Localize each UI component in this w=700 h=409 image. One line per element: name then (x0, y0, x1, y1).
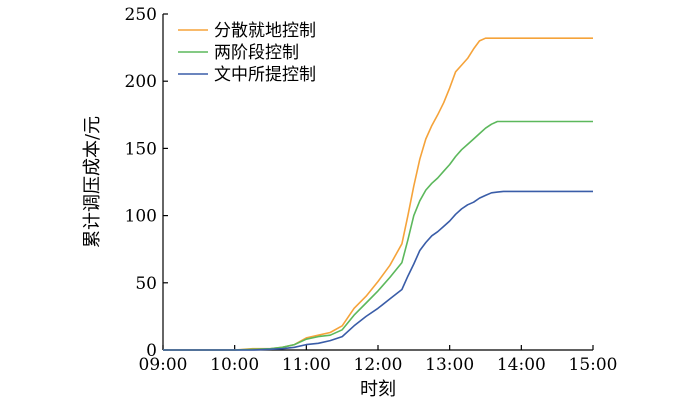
x-tick-label: 10:00 (210, 355, 259, 375)
x-axis-title: 时刻 (360, 379, 396, 400)
y-tick-label: 250 (125, 5, 157, 25)
y-tick-label: 150 (125, 139, 157, 159)
legend-label-3: 文中所提控制 (214, 65, 316, 85)
series-lines (163, 37, 593, 351)
x-tick-label: 14:00 (497, 355, 546, 375)
series-line-3 (163, 190, 593, 351)
y-tick-label: 100 (125, 207, 157, 227)
y-tick-label: 50 (135, 274, 157, 294)
x-tick-label: 11:00 (282, 355, 331, 375)
y-tick-label: 200 (125, 72, 157, 92)
series-line-2 (163, 120, 593, 351)
x-tick-label: 15:00 (569, 355, 618, 375)
legend-label-1: 分散就地控制 (214, 21, 316, 41)
x-tick-label: 12:00 (354, 355, 403, 375)
x-tick-label: 13:00 (425, 355, 474, 375)
legend-label-2: 两阶段控制 (214, 43, 299, 63)
axes: 0 50 100 150 200 250 09:00 10:00 11:00 12:00 13:00… (125, 5, 618, 375)
x-tick-label: 09:00 (139, 355, 188, 375)
y-tick-label: 0 (146, 341, 157, 361)
y-axis-title: 累计调压成本/元 (82, 116, 103, 248)
